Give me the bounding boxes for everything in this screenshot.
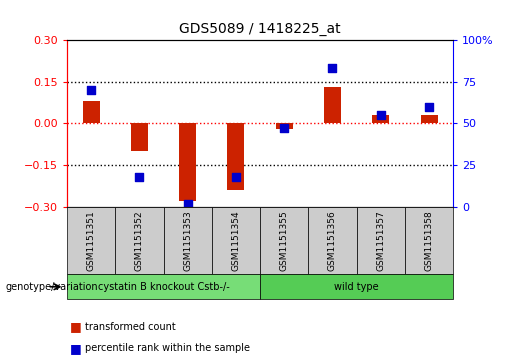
Bar — [82, 101, 99, 123]
Text: GSM1151355: GSM1151355 — [280, 210, 289, 271]
Bar — [179, 123, 196, 201]
Bar — [228, 123, 245, 190]
Text: transformed count: transformed count — [85, 322, 176, 332]
Text: GSM1151357: GSM1151357 — [376, 210, 385, 271]
Point — [183, 201, 192, 207]
Bar — [421, 115, 438, 123]
Point — [376, 112, 385, 118]
Text: ■: ■ — [70, 320, 81, 333]
Text: GSM1151356: GSM1151356 — [328, 210, 337, 271]
Bar — [276, 123, 293, 129]
Text: GSM1151358: GSM1151358 — [424, 210, 434, 271]
Point — [425, 104, 433, 110]
Title: GDS5089 / 1418225_at: GDS5089 / 1418225_at — [179, 22, 341, 36]
Text: GSM1151353: GSM1151353 — [183, 210, 192, 271]
Text: GSM1151351: GSM1151351 — [87, 210, 96, 271]
Point — [329, 65, 337, 71]
Text: genotype/variation: genotype/variation — [5, 282, 98, 292]
Text: GSM1151352: GSM1151352 — [135, 210, 144, 271]
Text: percentile rank within the sample: percentile rank within the sample — [85, 343, 250, 354]
Text: wild type: wild type — [334, 282, 379, 292]
Point — [232, 174, 240, 180]
Bar — [131, 123, 148, 151]
Bar — [372, 115, 389, 123]
Bar — [324, 87, 341, 123]
Text: cystatin B knockout Cstb-/-: cystatin B knockout Cstb-/- — [98, 282, 229, 292]
Point — [280, 126, 288, 131]
Point — [87, 87, 95, 93]
Point — [135, 174, 144, 180]
Text: GSM1151354: GSM1151354 — [231, 210, 241, 271]
Text: ■: ■ — [70, 342, 81, 355]
